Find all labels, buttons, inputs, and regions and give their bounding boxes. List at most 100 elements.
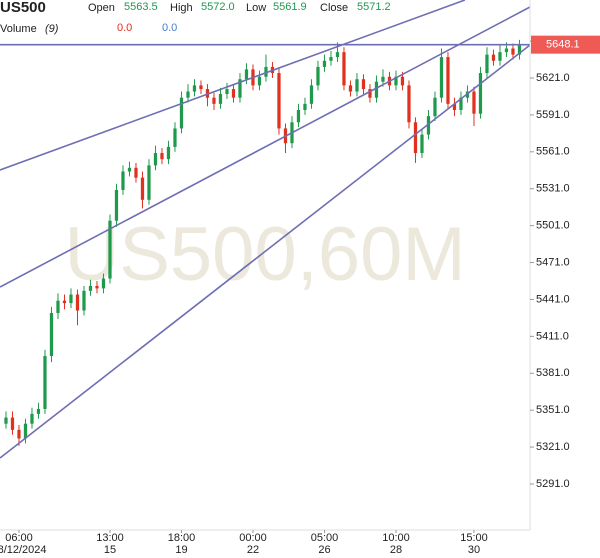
candle-body bbox=[134, 167, 138, 178]
candle-body bbox=[140, 177, 145, 200]
candle-body bbox=[121, 171, 125, 190]
symbol: US500 bbox=[0, 0, 46, 16]
candle-body bbox=[342, 52, 346, 86]
candle-body bbox=[413, 122, 418, 154]
candle-body bbox=[498, 52, 502, 61]
candle-body bbox=[192, 85, 197, 92]
candle-body bbox=[374, 81, 379, 98]
close-value: 5571.2 bbox=[357, 1, 391, 13]
candle-body bbox=[88, 285, 93, 291]
x-tick-date: 30 bbox=[468, 544, 480, 556]
y-tick-label: 5411.0 bbox=[536, 330, 569, 342]
close-label: Close bbox=[320, 2, 348, 14]
candle-body bbox=[368, 89, 372, 98]
x-tick-label: 10:00 bbox=[382, 532, 410, 544]
candle-body bbox=[446, 57, 450, 104]
candle-body bbox=[49, 312, 54, 357]
y-tick-label: 5471.0 bbox=[536, 256, 570, 268]
candle-body bbox=[23, 423, 28, 439]
candle-body bbox=[173, 128, 177, 147]
y-tick-label: 5561.0 bbox=[536, 146, 570, 158]
x-tick-label: 06:00 bbox=[5, 532, 33, 544]
x-tick-label: 15:00 bbox=[460, 532, 488, 544]
y-tick-label: 5441.0 bbox=[536, 293, 570, 305]
candle-body bbox=[517, 44, 522, 55]
low-label: Low bbox=[246, 2, 266, 14]
candle-body bbox=[17, 429, 21, 439]
x-tick-date: 28 bbox=[390, 544, 402, 556]
candle-body bbox=[218, 93, 223, 104]
candle-body bbox=[316, 66, 320, 86]
candle-body bbox=[504, 48, 509, 53]
candle-body bbox=[472, 91, 476, 114]
candle-body bbox=[355, 79, 359, 92]
candle-body bbox=[43, 356, 47, 409]
header: US500 Open 5563.5 High 5572.0 Low 5561.9… bbox=[0, 0, 391, 35]
candle-body bbox=[491, 54, 496, 61]
y-tick-label: 5591.0 bbox=[536, 109, 570, 121]
candle-body bbox=[95, 285, 99, 289]
candle-body bbox=[153, 153, 158, 166]
trend-line bbox=[0, 0, 466, 171]
x-tick-label: 13:00 bbox=[96, 532, 124, 544]
x-tick-date: 08/12/2024 bbox=[0, 544, 47, 556]
x-tick-label: 00:00 bbox=[239, 532, 267, 544]
candle-body bbox=[394, 76, 398, 86]
candle-body bbox=[127, 167, 132, 172]
candle-body bbox=[82, 290, 86, 311]
volume-period: (9) bbox=[45, 23, 59, 35]
candle-body bbox=[257, 76, 262, 86]
candle-body bbox=[452, 103, 457, 110]
candle-body bbox=[459, 97, 463, 110]
candle-body bbox=[381, 76, 385, 82]
candle-body bbox=[147, 165, 151, 200]
candle-body bbox=[485, 54, 489, 74]
y-tick-label: 5621.0 bbox=[536, 72, 570, 84]
volume-value: 0.0 bbox=[162, 22, 177, 34]
high-value: 5572.0 bbox=[201, 1, 235, 13]
plot-area: US500,60M bbox=[0, 0, 531, 459]
candle-body bbox=[238, 79, 242, 98]
y-tick-label: 5531.0 bbox=[536, 183, 570, 195]
candle-body bbox=[303, 103, 307, 110]
volume-label: Volume bbox=[0, 23, 37, 35]
last-price-label: 5648.1 bbox=[546, 39, 580, 51]
candle-body bbox=[199, 85, 203, 90]
low-value: 5561.9 bbox=[273, 1, 307, 13]
candle-body bbox=[348, 85, 353, 92]
candle-body bbox=[296, 109, 301, 123]
open-label: Open bbox=[88, 2, 115, 14]
x-tick-date: 22 bbox=[247, 544, 259, 556]
candle-body bbox=[244, 69, 249, 80]
candle-body bbox=[30, 413, 34, 424]
candle-body bbox=[10, 417, 15, 430]
y-tick-label: 5321.0 bbox=[536, 441, 570, 453]
high-label: High bbox=[170, 2, 193, 14]
candle-body bbox=[101, 278, 106, 289]
candle-body bbox=[225, 89, 229, 94]
candle-body bbox=[433, 97, 437, 117]
trend-line bbox=[0, 44, 531, 459]
candle-body bbox=[277, 73, 281, 129]
volume-value: 0.0 bbox=[117, 22, 132, 34]
y-tick-label: 5501.0 bbox=[536, 220, 570, 232]
candle-body bbox=[186, 91, 190, 98]
candle-body bbox=[420, 134, 424, 154]
y-tick-label: 5291.0 bbox=[536, 478, 570, 490]
candle-body bbox=[478, 73, 483, 114]
candle-body bbox=[439, 57, 444, 98]
candle-body bbox=[264, 66, 268, 77]
candle-body bbox=[166, 146, 171, 160]
candle-body bbox=[322, 60, 327, 67]
watermark: US500,60M bbox=[64, 212, 465, 297]
x-tick-date: 15 bbox=[104, 544, 116, 556]
y-tick-label: 5381.0 bbox=[536, 367, 570, 379]
open-value: 5563.5 bbox=[124, 1, 158, 13]
candle-body bbox=[400, 76, 405, 86]
candle-body bbox=[511, 48, 515, 55]
candle-body bbox=[329, 57, 333, 61]
x-tick-label: 18:00 bbox=[168, 532, 196, 544]
y-tick-label: 5351.0 bbox=[536, 404, 570, 416]
